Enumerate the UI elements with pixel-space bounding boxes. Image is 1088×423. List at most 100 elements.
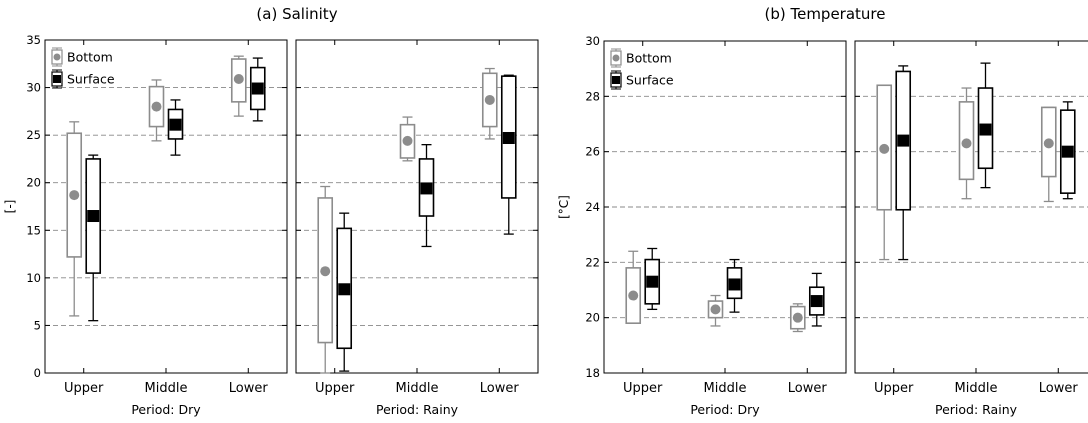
box-lower — [1040, 106, 1057, 203]
x-tick-label: Upper — [64, 381, 104, 396]
box-upper — [876, 84, 893, 261]
box-middle — [399, 116, 416, 162]
x-tick-label: Middle — [704, 381, 747, 396]
chart-title: (a) Salinity — [256, 5, 337, 23]
mean-marker — [502, 131, 515, 144]
mean-marker — [233, 74, 244, 85]
y-tick-label: 35 — [26, 33, 41, 47]
box-middle — [707, 294, 724, 327]
mean-marker — [251, 82, 264, 95]
box-middle — [167, 99, 184, 156]
box-lower — [481, 67, 498, 140]
box-upper — [317, 185, 334, 374]
mean-marker — [979, 123, 992, 136]
mean-marker — [169, 118, 182, 131]
panel-label: Period: Dry — [131, 402, 201, 417]
box-middle — [418, 144, 435, 248]
mean-marker — [879, 143, 890, 154]
mean-marker — [1061, 145, 1074, 158]
x-tick-label: Lower — [480, 381, 520, 396]
y-axis-label: [-] — [3, 200, 17, 214]
mean-marker — [320, 266, 331, 277]
x-tick-label: Lower — [229, 381, 269, 396]
box-middle — [977, 62, 994, 189]
box-middle — [148, 79, 165, 142]
series-bottom — [876, 84, 1057, 261]
box-upper — [85, 154, 102, 322]
legend-marker — [53, 75, 61, 83]
series-surface — [644, 247, 825, 327]
y-tick-label: 20 — [585, 311, 600, 325]
y-tick-label: 30 — [26, 81, 41, 95]
y-tick-label: 15 — [26, 223, 41, 237]
y-tick-label: 28 — [585, 89, 600, 103]
box-upper — [895, 65, 912, 261]
box-upper — [336, 212, 353, 372]
y-tick-label: 24 — [585, 200, 600, 214]
box-lower — [500, 74, 517, 235]
legend: Bottom Surface — [51, 47, 115, 89]
y-tick-label: 0 — [34, 366, 41, 380]
legend-label: Bottom — [67, 50, 113, 65]
box-middle — [726, 258, 743, 313]
panel-label: Period: Rainy — [376, 402, 459, 417]
legend: Bottom Surface — [610, 48, 674, 90]
mean-marker — [897, 134, 910, 147]
x-tick-label: Upper — [623, 381, 663, 396]
mean-marker — [87, 210, 100, 223]
legend-marker — [53, 53, 61, 61]
legend-label: Surface — [67, 72, 115, 87]
mean-marker — [628, 290, 639, 301]
y-tick-label: 25 — [26, 128, 41, 142]
mean-marker — [402, 135, 413, 146]
box-lower — [808, 272, 825, 327]
x-tick-label: Lower — [788, 381, 828, 396]
chart-title: (b) Temperature — [764, 5, 885, 23]
y-axis-label: [°C] — [557, 195, 571, 219]
y-tick-label: 20 — [26, 176, 41, 190]
panel-label: Period: Rainy — [935, 402, 1018, 417]
panel-label: Period: Dry — [690, 402, 760, 417]
salinity-chart: (a) Salinity [-] 0 5 10 15 20 25 30 35 Upper Middle… — [3, 5, 539, 417]
panel-1: 18 20 22 24 26 28 30 Upper Middle Lower Period: Dr… — [585, 34, 847, 417]
box-lower — [230, 55, 247, 117]
box-lower — [249, 57, 266, 122]
y-tick-label: 30 — [585, 34, 600, 48]
x-tick-label: Upper — [315, 381, 355, 396]
box-middle — [958, 87, 975, 200]
mean-marker — [338, 283, 351, 296]
mean-marker — [646, 275, 659, 288]
box-lower — [1059, 101, 1076, 200]
series-bottom — [625, 250, 806, 333]
legend-label: Surface — [626, 73, 674, 88]
mean-marker — [792, 312, 803, 323]
y-tick-label: 5 — [34, 318, 41, 332]
series-surface — [85, 57, 266, 322]
panel-1: 0 5 10 15 20 25 30 35 Upper Middle Lower Period: Dr… — [26, 33, 288, 417]
x-tick-label: Upper — [874, 381, 914, 396]
x-tick-label: Middle — [396, 381, 439, 396]
legend-item-surface: Surface — [610, 70, 674, 90]
legend-label: Bottom — [626, 51, 672, 66]
mean-marker — [420, 182, 433, 195]
y-tick-label: 10 — [26, 271, 41, 285]
mean-marker — [1043, 138, 1054, 149]
panel-2: Upper Middle Lower Period: Rainy — [854, 40, 1088, 417]
x-tick-label: Lower — [1039, 381, 1079, 396]
legend-item-surface: Surface — [51, 69, 115, 89]
x-tick-label: Middle — [145, 381, 188, 396]
temperature-chart: (b) Temperature [°C] 18 20 22 24 26 28 30 Upper Mi… — [557, 5, 1088, 417]
legend-item-bottom: Bottom — [610, 48, 672, 68]
legend-item-bottom: Bottom — [51, 47, 113, 67]
mean-marker — [728, 278, 741, 291]
y-tick-label: 22 — [585, 255, 600, 269]
legend-marker — [612, 54, 620, 62]
mean-marker — [810, 295, 823, 308]
series-bottom — [66, 55, 247, 317]
x-tick-label: Middle — [955, 381, 998, 396]
legend-marker — [612, 76, 620, 84]
mean-marker — [69, 190, 80, 201]
series-bottom — [317, 67, 498, 374]
box-upper — [66, 121, 83, 317]
